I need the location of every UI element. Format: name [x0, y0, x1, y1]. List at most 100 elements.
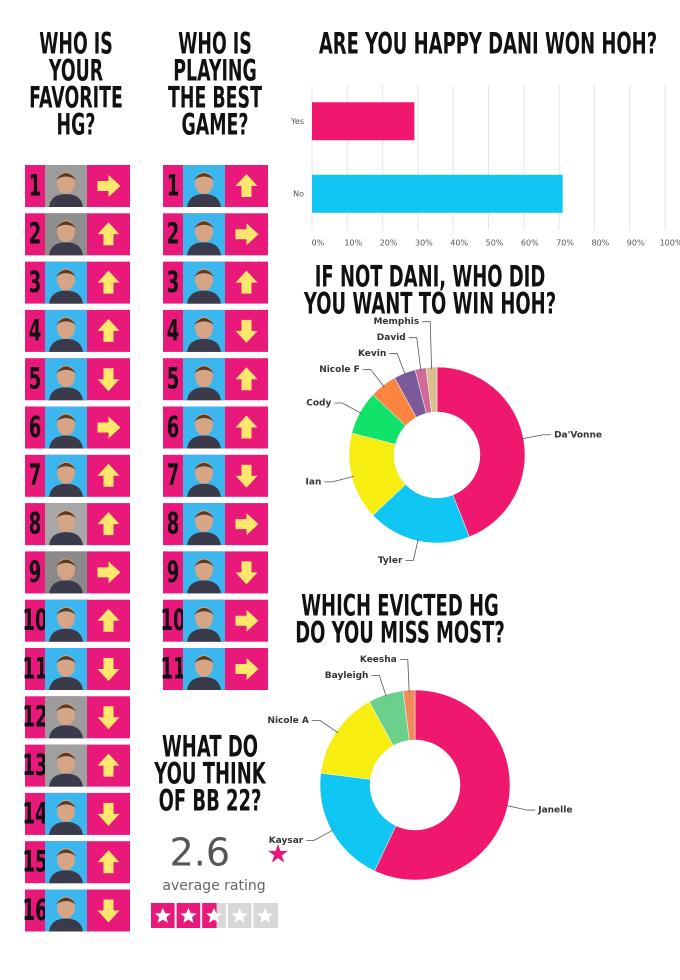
photo-hair	[56, 366, 76, 374]
photo-face	[57, 220, 75, 243]
photo-hair	[194, 559, 214, 567]
rank-number: 16	[22, 893, 47, 927]
rank-number: 12	[22, 700, 47, 734]
photo-shoulders	[49, 870, 83, 884]
photo-shoulders	[49, 821, 83, 835]
rank-number: 1	[29, 169, 42, 203]
rank-number: 9	[167, 555, 180, 589]
slice-label: Memphis	[373, 317, 419, 327]
photo-face	[195, 558, 213, 581]
star	[231, 907, 248, 923]
trend-arrow	[97, 463, 120, 487]
photo-shoulders	[49, 290, 83, 304]
photo-face	[195, 413, 213, 436]
photo-face	[195, 655, 213, 677]
photo-face	[57, 751, 75, 774]
photo-face	[57, 316, 75, 339]
photo-hair	[56, 656, 76, 663]
x-tick-label: 10%	[344, 239, 362, 248]
trend-arrow	[235, 561, 258, 585]
trend-arrow	[97, 658, 120, 681]
bar	[312, 102, 415, 141]
photo-shoulders	[49, 918, 83, 932]
trend-arrow	[235, 174, 258, 197]
rank-number: 5	[29, 362, 42, 396]
x-tick-label: 30%	[415, 239, 433, 248]
photo-hair	[56, 269, 76, 277]
photo-hair	[56, 221, 76, 229]
photo-shoulders	[49, 483, 83, 497]
rank-number: 13	[22, 749, 47, 783]
photo-shoulders	[49, 532, 83, 546]
pie-slice	[425, 366, 438, 413]
x-tick-label: 80%	[592, 239, 610, 248]
photo-shoulders	[187, 532, 221, 546]
section-title: WHO IS	[178, 27, 252, 61]
leader-line	[505, 804, 536, 811]
photo-face	[57, 655, 75, 677]
trend-arrow	[97, 222, 120, 246]
leader-line	[405, 538, 419, 561]
slice-label: Da'Vonne	[554, 430, 602, 440]
photo-hair	[56, 897, 76, 905]
photo-shoulders	[187, 628, 221, 642]
leader-line	[521, 434, 552, 440]
trend-arrow	[97, 318, 120, 342]
photo-face	[195, 606, 213, 629]
rank-number: 14	[22, 797, 47, 831]
trend-arrow	[97, 512, 120, 536]
trend-arrow	[235, 223, 259, 246]
photo-shoulders	[49, 435, 83, 449]
photo-hair	[194, 414, 214, 422]
slice-label: Kevin	[358, 349, 386, 359]
trend-arrow	[97, 270, 120, 294]
photo-hair	[56, 752, 76, 760]
star	[257, 907, 274, 923]
rank-number: 2	[29, 217, 42, 251]
rank-number: 8	[167, 507, 180, 541]
x-tick-label: 50%	[486, 239, 504, 248]
photo-shoulders	[187, 387, 221, 401]
photo-shoulders	[49, 580, 83, 594]
leader-line	[306, 829, 334, 841]
star-icon: ★	[266, 840, 289, 870]
rank-number: 10	[160, 604, 185, 638]
rank-number: 9	[29, 555, 42, 589]
trend-arrow	[235, 367, 258, 391]
section-title: GAME?	[181, 108, 248, 142]
photo-hair	[56, 800, 76, 808]
leader-line	[334, 402, 362, 414]
photo-face	[57, 461, 75, 484]
photo-face	[57, 703, 75, 726]
photo-hair	[56, 173, 76, 180]
slice-label: Ian	[306, 477, 322, 487]
rank-number: 8	[29, 507, 42, 541]
photo-hair	[56, 414, 76, 422]
trend-arrow	[235, 415, 258, 439]
section-title: YOU WANT TO WIN HOH?	[303, 287, 556, 321]
photo-hair	[194, 511, 214, 519]
rank-number: 15	[22, 845, 47, 879]
photo-shoulders	[187, 580, 221, 594]
slice-label: Kaysar	[269, 836, 304, 846]
photo-hair	[56, 607, 76, 615]
photo-shoulders	[49, 194, 83, 207]
rank-number: 10	[22, 604, 47, 638]
rank-number: 11	[160, 652, 185, 686]
trend-arrow	[235, 658, 259, 680]
star-bar	[149, 903, 278, 928]
photo-shoulders	[49, 242, 83, 256]
photo-shoulders	[187, 677, 221, 690]
photo-hair	[56, 317, 76, 325]
photo-shoulders	[187, 194, 221, 207]
section-title: ARE YOU HAPPY DANI WON HOH?	[319, 27, 657, 61]
photo-hair	[194, 607, 214, 615]
photo-hair	[194, 366, 214, 374]
slice-label: Bayleigh	[325, 671, 369, 681]
photo-face	[195, 461, 213, 484]
section-title: HG?	[57, 108, 96, 142]
trend-arrow	[97, 416, 121, 439]
leader-line	[389, 353, 406, 376]
photo-hair	[56, 511, 76, 519]
